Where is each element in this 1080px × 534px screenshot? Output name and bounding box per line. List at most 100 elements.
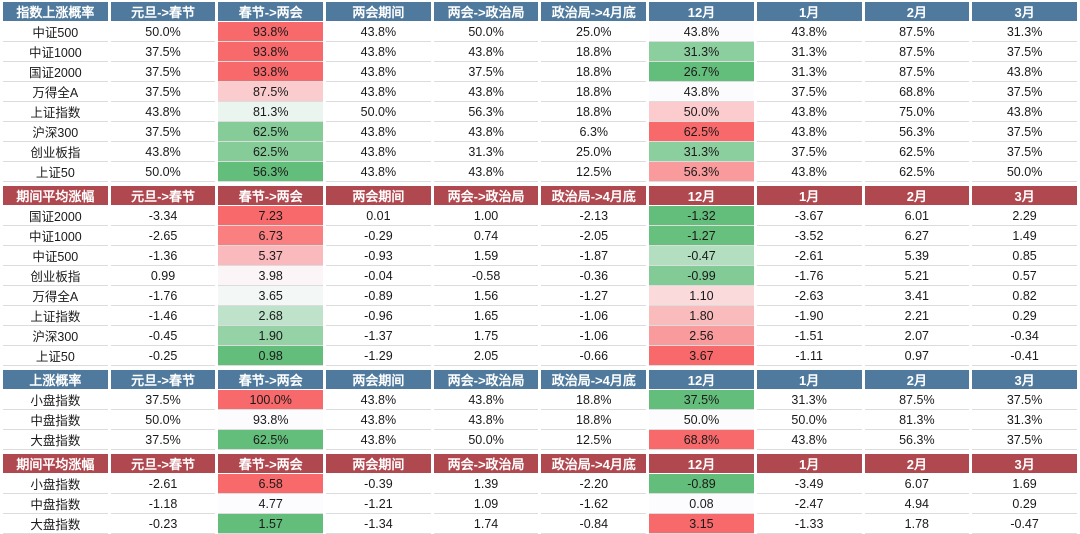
cell: 62.5% (218, 430, 324, 450)
column-header: 元旦->春节 (110, 186, 216, 206)
cell: 5.39 (864, 246, 970, 266)
cell: 93.8% (218, 42, 324, 62)
section-table: 上涨概率 元旦->春节 春节->两会 两会期间 两会->政治局 政治局->4月底 12月 1月… (0, 370, 1080, 450)
cell: 18.8% (541, 62, 647, 82)
cell: -0.34 (972, 326, 1077, 346)
cell: 37.5% (972, 42, 1077, 62)
cell: 81.3% (864, 410, 970, 430)
column-header: 12月 (649, 186, 754, 206)
cell: 37.5% (649, 390, 754, 410)
table-row: 沪深300 -0.45 1.90 -1.37 1.75 -1.06 2.56 -1.51 2.0… (3, 326, 1077, 346)
row-label: 中盘指数 (3, 494, 108, 514)
column-header: 政治局->4月底 (541, 454, 647, 474)
cell: 1.57 (218, 514, 324, 534)
section-table: 期间平均涨幅 元旦->春节 春节->两会 两会期间 两会->政治局 政治局->4月底 12月… (0, 454, 1080, 534)
table-row: 中证1000 -2.65 6.73 -0.29 0.74 -2.05 -1.27 -3.52 6… (3, 226, 1077, 246)
cell: 43.8% (756, 22, 862, 42)
cell: 50.0% (433, 22, 539, 42)
cell: -0.04 (326, 266, 431, 286)
cell: 43.8% (326, 430, 431, 450)
cell: 93.8% (218, 22, 324, 42)
header-row: 上涨概率 元旦->春节 春节->两会 两会期间 两会->政治局 政治局->4月底 12月 1月… (3, 370, 1077, 390)
row-label: 大盘指数 (3, 514, 108, 534)
cell: 43.8% (972, 102, 1077, 122)
cell: 75.0% (864, 102, 970, 122)
cell: 31.3% (756, 390, 862, 410)
table-row: 上证50 -0.25 0.98 -1.29 2.05 -0.66 3.67 -1.11 0.97… (3, 346, 1077, 366)
cell: 50.0% (649, 410, 754, 430)
cell: 1.09 (433, 494, 539, 514)
row-label: 中盘指数 (3, 410, 108, 430)
cell: 3.98 (218, 266, 324, 286)
cell: 56.3% (649, 162, 754, 182)
cell: 6.58 (218, 474, 324, 494)
cell: -3.52 (756, 226, 862, 246)
column-header: 春节->两会 (218, 370, 324, 390)
column-header: 政治局->4月底 (541, 370, 647, 390)
column-header: 12月 (649, 2, 754, 22)
cell: 1.10 (649, 286, 754, 306)
cell: 2.05 (433, 346, 539, 366)
cell: 56.3% (864, 122, 970, 142)
column-header: 2月 (864, 186, 970, 206)
column-header: 两会->政治局 (433, 186, 539, 206)
cell: 43.8% (326, 162, 431, 182)
cell: 0.01 (326, 206, 431, 226)
cell: 87.5% (218, 82, 324, 102)
cell: 62.5% (218, 122, 324, 142)
cell: 37.5% (972, 122, 1077, 142)
cell: -1.29 (326, 346, 431, 366)
cell: 18.8% (541, 42, 647, 62)
cell: 43.8% (326, 42, 431, 62)
column-header: 两会期间 (326, 370, 431, 390)
table-row: 国证2000 -3.34 7.23 0.01 1.00 -2.13 -1.32 -3.67 6.… (3, 206, 1077, 226)
cell: 1.74 (433, 514, 539, 534)
cell: 50.0% (756, 410, 862, 430)
section-table: 指数上涨概率 元旦->春节 春节->两会 两会期间 两会->政治局 政治局->4月底 12月… (0, 2, 1080, 182)
row-label: 沪深300 (3, 326, 108, 346)
cell: 50.0% (326, 102, 431, 122)
column-header: 3月 (972, 454, 1077, 474)
cell: 81.3% (218, 102, 324, 122)
cell: 0.82 (972, 286, 1077, 306)
row-label: 万得全A (3, 286, 108, 306)
section-title: 上涨概率 (3, 370, 108, 390)
cell: 31.3% (756, 62, 862, 82)
cell: 18.8% (541, 82, 647, 102)
row-label: 万得全A (3, 82, 108, 102)
cell: -1.51 (756, 326, 862, 346)
cell: 25.0% (541, 22, 647, 42)
cell: -1.76 (756, 266, 862, 286)
cell: 37.5% (756, 82, 862, 102)
cell: 37.5% (972, 82, 1077, 102)
cell: -1.90 (756, 306, 862, 326)
cell: 43.8% (326, 122, 431, 142)
cell: 2.68 (218, 306, 324, 326)
cell: -3.34 (110, 206, 216, 226)
cell: 1.75 (433, 326, 539, 346)
cell: 62.5% (864, 142, 970, 162)
cell: 43.8% (756, 430, 862, 450)
table-row: 中证1000 37.5% 93.8% 43.8% 43.8% 18.8% 31.3% 31.3… (3, 42, 1077, 62)
column-header: 2月 (864, 370, 970, 390)
column-header: 2月 (864, 454, 970, 474)
column-header: 元旦->春节 (110, 2, 216, 22)
cell: 50.0% (972, 162, 1077, 182)
column-header: 两会期间 (326, 186, 431, 206)
cell: 31.3% (972, 410, 1077, 430)
cell: 1.00 (433, 206, 539, 226)
row-label: 创业板指 (3, 266, 108, 286)
cell: -2.05 (541, 226, 647, 246)
cell: 43.8% (756, 162, 862, 182)
cell: 4.77 (218, 494, 324, 514)
row-label: 大盘指数 (3, 430, 108, 450)
cell: 1.56 (433, 286, 539, 306)
cell: -1.76 (110, 286, 216, 306)
column-header: 两会期间 (326, 2, 431, 22)
column-header: 3月 (972, 370, 1077, 390)
cell: 43.8% (433, 82, 539, 102)
row-label: 上证50 (3, 162, 108, 182)
cell: -1.46 (110, 306, 216, 326)
cell: 0.74 (433, 226, 539, 246)
row-label: 创业板指 (3, 142, 108, 162)
